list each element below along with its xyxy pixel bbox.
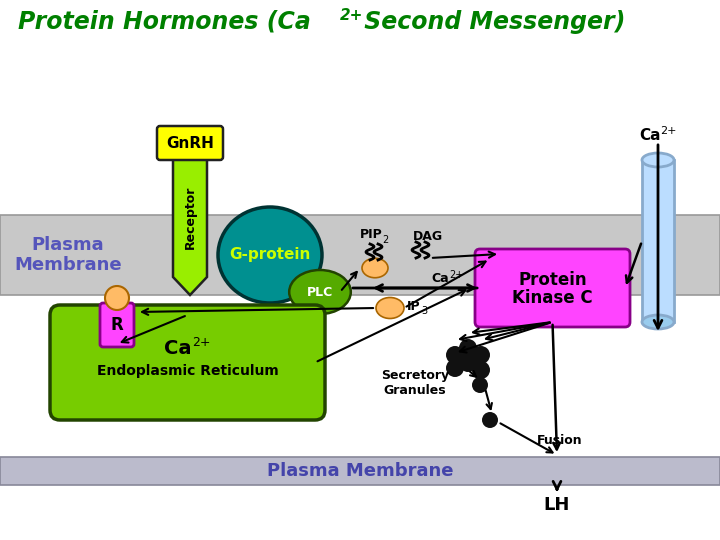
Text: Ca: Ca	[431, 272, 449, 285]
Ellipse shape	[642, 315, 674, 329]
Text: Fusion: Fusion	[537, 434, 582, 447]
Text: 3: 3	[421, 306, 427, 316]
Circle shape	[482, 412, 498, 428]
Circle shape	[105, 286, 129, 310]
Bar	[0, 457, 720, 485]
Polygon shape	[173, 155, 207, 295]
Ellipse shape	[289, 270, 351, 314]
Text: GnRH: GnRH	[166, 136, 214, 151]
Ellipse shape	[376, 298, 404, 319]
Circle shape	[446, 346, 464, 364]
Text: 2+: 2+	[660, 126, 676, 136]
Text: 2+: 2+	[340, 8, 364, 23]
Text: Protein: Protein	[518, 271, 587, 289]
Text: PIP: PIP	[359, 228, 382, 241]
Text: IP: IP	[408, 300, 420, 314]
Text: Endoplasmic Reticulum: Endoplasmic Reticulum	[96, 363, 279, 377]
Text: Receptor: Receptor	[184, 185, 197, 249]
Ellipse shape	[642, 153, 674, 167]
Text: 2+: 2+	[449, 270, 463, 280]
FancyBboxPatch shape	[100, 303, 134, 347]
Circle shape	[459, 339, 477, 357]
Text: Second Messenger): Second Messenger)	[356, 10, 626, 34]
Text: R: R	[111, 316, 123, 334]
Text: DAG: DAG	[413, 230, 443, 242]
Text: 2+: 2+	[192, 336, 211, 349]
Ellipse shape	[218, 207, 322, 303]
Text: Granules: Granules	[384, 383, 446, 396]
FancyBboxPatch shape	[157, 126, 223, 160]
Text: Plasma
Membrane: Plasma Membrane	[14, 235, 122, 274]
FancyBboxPatch shape	[475, 249, 630, 327]
Bar	[0, 215, 720, 295]
Text: Plasma Membrane: Plasma Membrane	[266, 462, 454, 480]
Circle shape	[472, 377, 488, 393]
Text: LH: LH	[544, 496, 570, 514]
Circle shape	[459, 354, 477, 372]
Text: Ca: Ca	[163, 339, 192, 358]
Text: 2: 2	[382, 235, 388, 245]
Text: Protein Hormones (Ca: Protein Hormones (Ca	[18, 10, 311, 34]
Circle shape	[472, 361, 490, 379]
Circle shape	[446, 359, 464, 377]
Text: Kinase C: Kinase C	[512, 289, 593, 307]
Text: Secretory: Secretory	[381, 368, 449, 381]
Text: G-protein: G-protein	[229, 247, 311, 262]
Text: PLC: PLC	[307, 286, 333, 299]
Circle shape	[472, 346, 490, 364]
Text: Ca: Ca	[639, 129, 661, 144]
FancyBboxPatch shape	[50, 305, 325, 420]
Ellipse shape	[362, 258, 388, 278]
Bar	[642, 160, 674, 322]
